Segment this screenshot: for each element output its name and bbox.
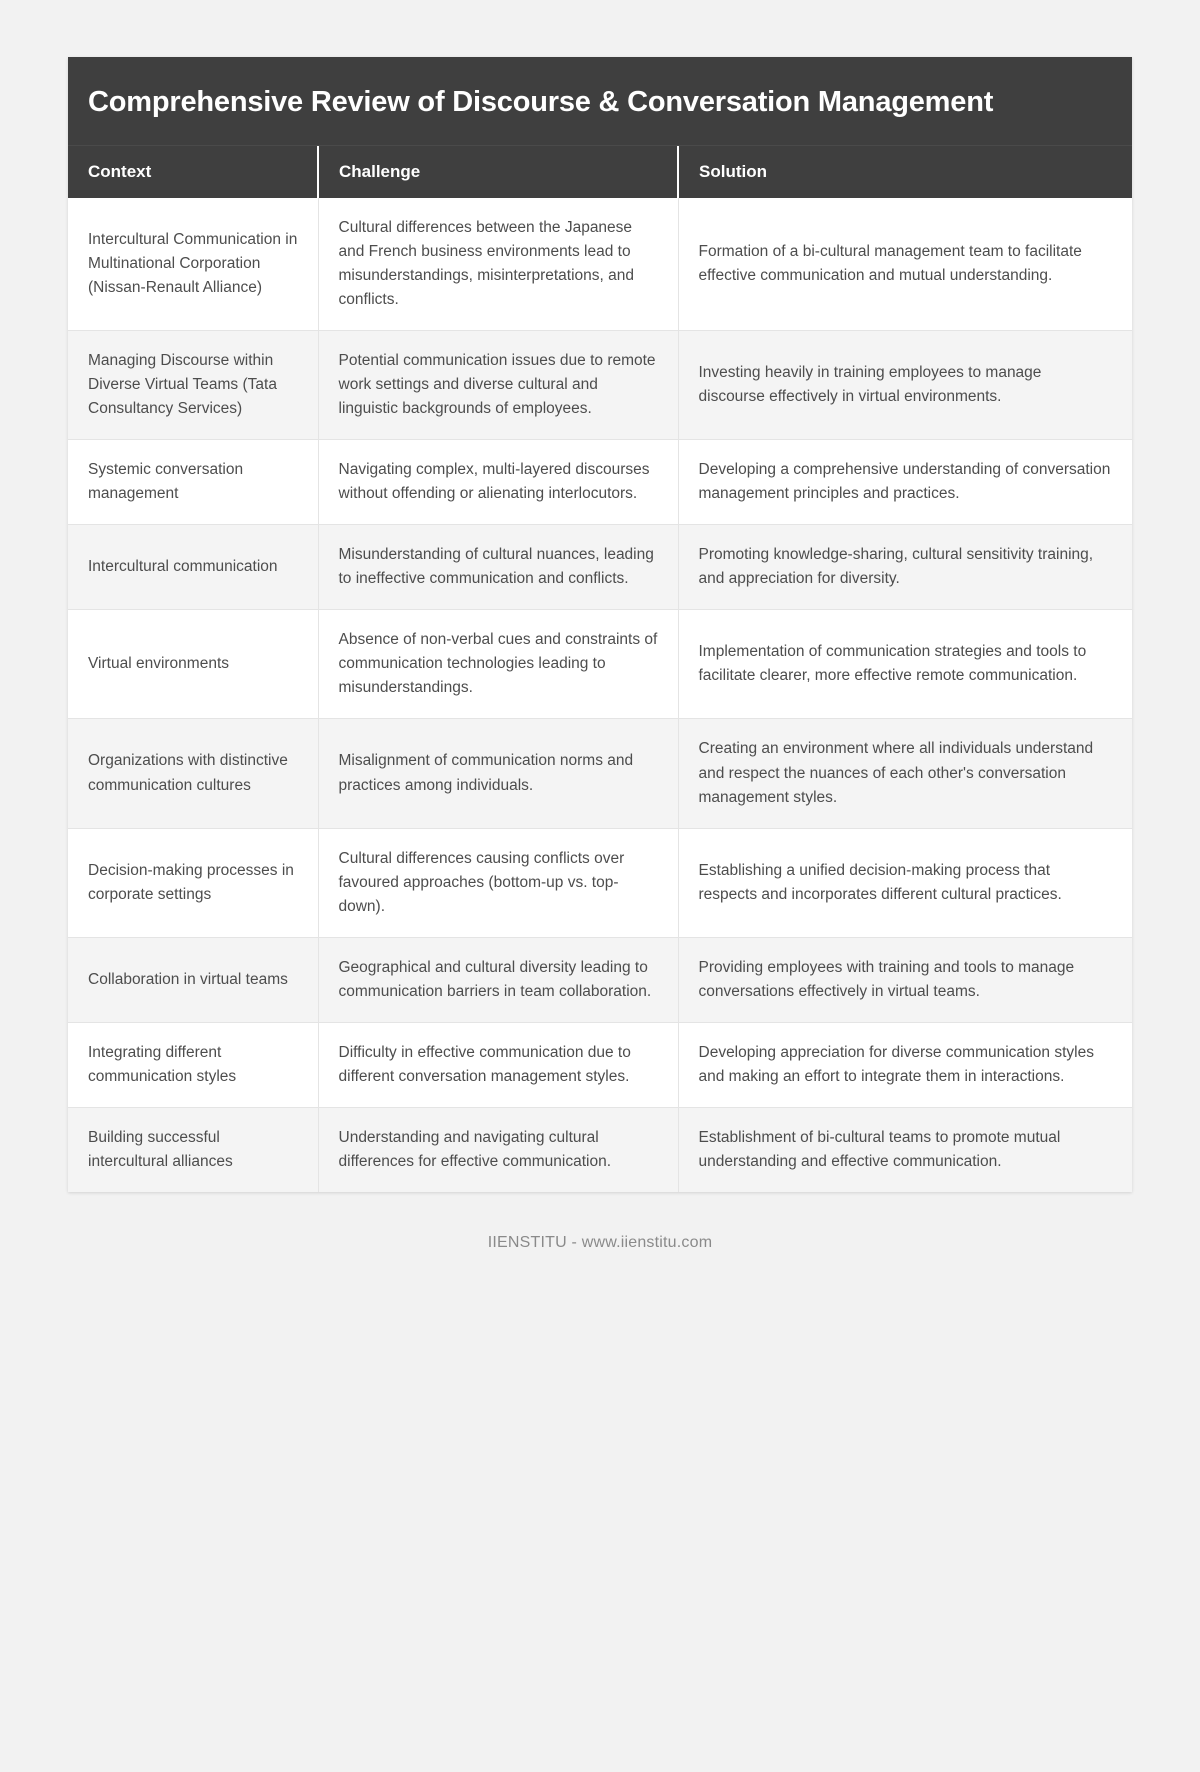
cell-challenge: Geographical and cultural diversity lead… <box>318 937 679 1023</box>
cell-context: Systemic conversation management <box>68 439 319 526</box>
cell-solution: Formation of a bi-cultural management te… <box>678 198 1132 332</box>
cell-solution: Developing appreciation for diverse comm… <box>678 1022 1132 1108</box>
cell-context: Intercultural communication <box>68 524 319 611</box>
cell-challenge: Absence of non-verbal cues and constrain… <box>318 609 679 720</box>
cell-solution: Developing a comprehensive understanding… <box>678 439 1132 526</box>
table-body: Intercultural Communication in Multinati… <box>68 198 1132 1192</box>
cell-challenge: Difficulty in effective communication du… <box>318 1022 679 1108</box>
table-row: Organizations with distinctive communica… <box>68 718 1132 829</box>
cell-challenge: Misunderstanding of cultural nuances, le… <box>318 524 679 611</box>
cell-context: Integrating different communication styl… <box>68 1022 319 1108</box>
cell-solution: Establishment of bi-cultural teams to pr… <box>678 1107 1132 1192</box>
table-row: Collaboration in virtual teams Geographi… <box>68 937 1132 1023</box>
table-row: Intercultural Communication in Multinati… <box>68 198 1132 332</box>
cell-context: Organizations with distinctive communica… <box>68 718 319 829</box>
table-head: Context Challenge Solution <box>68 146 1132 199</box>
cell-challenge: Misalignment of communication norms and … <box>318 718 679 829</box>
cell-solution: Promoting knowledge-sharing, cultural se… <box>678 524 1132 611</box>
table-row: Managing Discourse within Diverse Virtua… <box>68 330 1132 441</box>
title-bar: Comprehensive Review of Discourse & Conv… <box>68 57 1132 147</box>
cell-solution: Implementation of communication strategi… <box>678 609 1132 720</box>
cell-solution: Establishing a unified decision-making p… <box>678 828 1132 938</box>
table-row: Virtual environments Absence of non-verb… <box>68 609 1132 720</box>
footer-attribution: IIENSTITU - www.iienstitu.com <box>487 1233 713 1251</box>
cell-challenge: Cultural differences causing conflicts o… <box>318 828 679 938</box>
table-row: Decision-making processes in corporate s… <box>68 828 1132 938</box>
review-table: Context Challenge Solution Intercultural… <box>68 146 1132 1192</box>
cell-context: Virtual environments <box>68 609 319 720</box>
cell-context: Decision-making processes in corporate s… <box>68 828 319 938</box>
cell-solution: Investing heavily in training employees … <box>678 330 1132 441</box>
table-header-row: Context Challenge Solution <box>68 146 1132 199</box>
cell-challenge: Potential communication issues due to re… <box>318 330 679 441</box>
column-header-context: Context <box>68 146 319 199</box>
page-title: Comprehensive Review of Discourse & Conv… <box>88 86 994 118</box>
cell-challenge: Understanding and navigating cultural di… <box>318 1107 679 1192</box>
cell-solution: Creating an environment where all indivi… <box>678 718 1132 829</box>
table-row: Systemic conversation management Navigat… <box>68 439 1132 526</box>
cell-solution: Providing employees with training and to… <box>678 937 1132 1023</box>
table-card: Comprehensive Review of Discourse & Conv… <box>68 57 1132 1192</box>
cell-context: Building successful intercultural allian… <box>68 1107 319 1192</box>
cell-context: Collaboration in virtual teams <box>68 937 319 1023</box>
cell-challenge: Cultural differences between the Japanes… <box>318 198 679 332</box>
table-row: Integrating different communication styl… <box>68 1022 1132 1108</box>
cell-context: Managing Discourse within Diverse Virtua… <box>68 330 319 441</box>
column-header-challenge: Challenge <box>318 146 679 199</box>
column-header-solution: Solution <box>678 146 1132 199</box>
table-row: Intercultural communication Misunderstan… <box>68 524 1132 611</box>
table-row: Building successful intercultural allian… <box>68 1107 1132 1192</box>
cell-challenge: Navigating complex, multi-layered discou… <box>318 439 679 526</box>
cell-context: Intercultural Communication in Multinati… <box>68 198 319 332</box>
